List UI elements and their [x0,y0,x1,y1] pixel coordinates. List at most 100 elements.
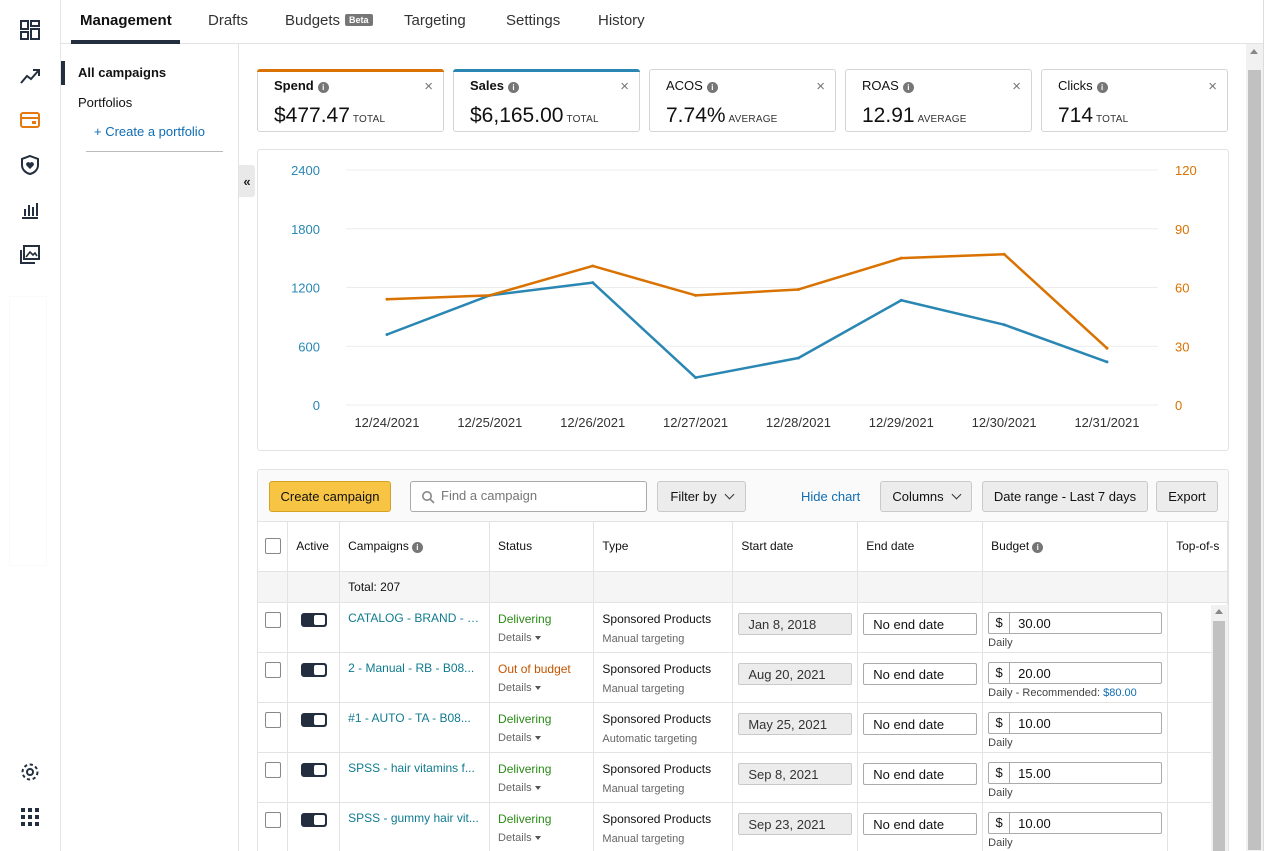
metric-card-spend[interactable]: Spend i × $477.47 TOTAL [257,69,444,132]
end-date-field[interactable]: No end date [863,662,978,685]
col-end-date[interactable]: End date [857,522,984,572]
date-range-button[interactable]: Date range - Last 7 days [982,481,1148,512]
remove-metric-icon[interactable]: × [424,78,433,95]
metric-value: 7.74% AVERAGE [666,104,778,128]
row-checkbox[interactable] [264,661,281,678]
end-date-field[interactable]: No end date [863,762,978,785]
budget-input[interactable]: $30.00 [988,611,1163,634]
budget-input[interactable]: $20.00 [988,661,1163,684]
remove-metric-icon[interactable]: × [1208,78,1217,95]
campaign-icon[interactable] [18,108,42,132]
col-type[interactable]: Type [593,522,734,572]
scroll-up-arrow[interactable] [1250,49,1258,54]
scroll-up-arrow[interactable] [1215,609,1223,614]
info-icon[interactable]: i [507,82,519,93]
scroll-thumb[interactable] [1248,70,1261,850]
col-active[interactable]: Active [287,522,341,572]
tab-history[interactable]: History [598,12,645,29]
targeting-type: Manual targeting [602,782,685,795]
col-budget[interactable]: Budget i [982,522,1169,572]
info-icon[interactable]: i [706,82,718,93]
currency-symbol: $ [989,712,1011,733]
remove-metric-icon[interactable]: × [1012,78,1021,95]
settings-gear-icon[interactable] [18,760,42,784]
search-input[interactable] [441,488,641,503]
details-dropdown[interactable]: Details [498,782,593,794]
table-scroll-thumb[interactable] [1213,621,1225,851]
metric-card-acos[interactable]: ACOS i × 7.74% AVERAGE [649,69,836,132]
end-date-field[interactable]: No end date [863,712,978,735]
metric-card-roas[interactable]: ROAS i × 12.91 AVERAGE [845,69,1032,132]
col-campaigns[interactable]: Campaigns i [339,522,491,572]
media-icon[interactable] [18,243,42,267]
row-checkbox[interactable] [264,811,281,828]
col-top-of-search[interactable]: Top-of-s [1167,522,1228,572]
metric-card-clicks[interactable]: Clicks i × 714 TOTAL [1041,69,1228,132]
tab-targeting[interactable]: Targeting [404,12,466,29]
row-checkbox[interactable] [264,711,281,728]
info-icon[interactable]: i [317,82,329,93]
row-checkbox[interactable] [264,611,281,628]
active-toggle[interactable] [300,612,327,627]
targeting-type: Manual targeting [602,832,685,845]
active-cell [287,652,341,703]
tab-management[interactable]: Management [80,12,172,29]
metric-card-sales[interactable]: Sales i × $6,165.00 TOTAL [453,69,640,132]
columns-button[interactable]: Columns [880,481,972,512]
remove-metric-icon[interactable]: × [620,78,629,95]
campaign-name-link[interactable]: CATALOG - BRAND - B... [348,610,484,625]
details-dropdown[interactable]: Details [498,682,593,694]
hide-chart-link[interactable]: Hide chart [801,489,861,504]
info-icon[interactable]: i [1096,82,1108,93]
end-date-field[interactable]: No end date [863,812,978,835]
campaign-name-link[interactable]: #1 - AUTO - TA - B08... [348,710,471,725]
active-toggle[interactable] [300,712,327,727]
sidebar-item-all-campaigns[interactable]: All campaigns [78,65,167,80]
create-portfolio-link[interactable]: + Create a portfolio [94,124,205,139]
details-dropdown[interactable]: Details [498,732,593,744]
active-toggle[interactable] [300,762,327,777]
remove-metric-icon[interactable]: × [816,78,825,95]
budget-input[interactable]: $10.00 [988,811,1163,834]
end-date-field[interactable]: No end date [863,612,978,635]
select-all-checkbox[interactable] [264,538,281,555]
metric-label: ACOS i [666,78,718,93]
info-icon[interactable]: i [1032,542,1044,554]
status-cell: Delivering Details [489,602,595,653]
metric-label: Clicks i [1058,78,1108,93]
budget-input[interactable]: $15.00 [988,761,1163,784]
tab-drafts[interactable]: Drafts [208,12,249,29]
dashboard-icon[interactable] [18,18,42,42]
campaign-name-link[interactable]: SPSS - gummy hair vit... [348,810,479,825]
trend-icon[interactable] [18,63,42,87]
recommended-budget-link[interactable]: $80.00 [1103,686,1137,699]
tab-budgets[interactable]: Budgets Beta [285,12,373,29]
create-campaign-button[interactable]: Create campaign [269,481,391,512]
spend-data-point [488,293,492,297]
reports-icon[interactable] [18,198,42,222]
budget-input[interactable]: $10.00 [988,711,1163,734]
apps-grid-icon[interactable] [18,805,42,829]
budget-amount: 15.00 [1018,765,1051,781]
page-scrollbar[interactable] [1246,44,1263,851]
sidebar-item-portfolios[interactable]: Portfolios [78,95,133,110]
export-button[interactable]: Export [1156,481,1218,512]
active-toggle[interactable] [300,662,327,677]
col-status[interactable]: Status [489,522,595,572]
tab-settings[interactable]: Settings [506,12,561,29]
table-row: CATALOG - BRAND - B... Delivering Details S… [258,602,1228,653]
campaign-name-link[interactable]: 2 - Manual - RB - B08... [348,660,475,675]
info-icon[interactable]: i [411,542,423,554]
total-row: Total: 207 [258,571,1228,603]
filter-by-button[interactable]: Filter by [657,481,746,512]
active-toggle[interactable] [300,812,327,827]
shield-icon[interactable] [18,153,42,177]
collapse-sidebar-button[interactable]: « [239,165,255,197]
row-checkbox[interactable] [264,761,281,778]
details-dropdown[interactable]: Details [498,832,593,844]
info-icon[interactable]: i [902,82,914,93]
details-dropdown[interactable]: Details [498,632,593,644]
campaign-name-link[interactable]: SPSS - hair vitamins f... [348,760,475,775]
col-start-date[interactable]: Start date [732,522,859,572]
table-scrollbar[interactable] [1211,605,1228,851]
